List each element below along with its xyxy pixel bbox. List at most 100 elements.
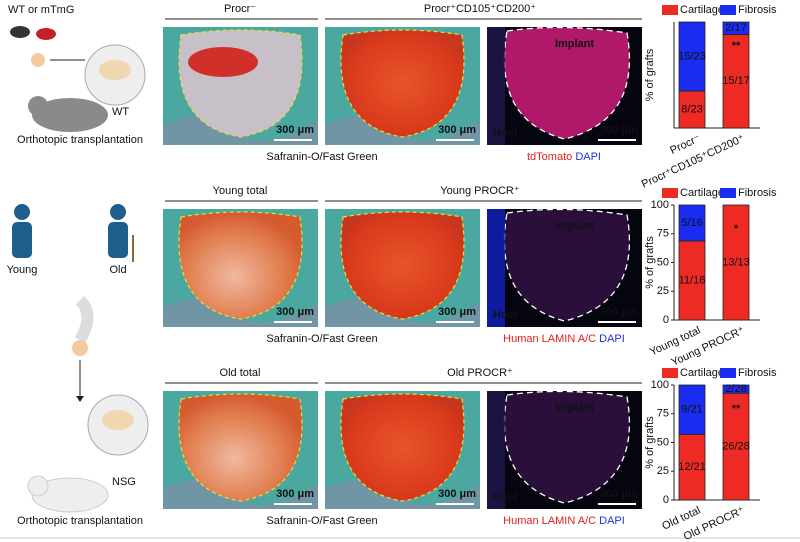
bar-segment — [722, 204, 750, 321]
implant — [178, 211, 303, 320]
fluor-channel: DAPI — [575, 151, 601, 163]
scale-label: 300 μm — [438, 306, 476, 318]
region-label: Host — [493, 309, 518, 321]
illustration-label: WT — [112, 106, 129, 118]
illustration-label: Young — [7, 264, 38, 276]
bar-segment — [722, 392, 750, 501]
region-label: Implant — [555, 38, 594, 50]
value-label: 15/23 — [678, 50, 706, 62]
region-label: Implant — [555, 220, 594, 232]
y-axis-label: % of grafts — [644, 48, 656, 101]
region-label: Host — [493, 127, 518, 139]
micrograph: 300 μm — [325, 209, 480, 327]
value-label: 13/13 — [722, 256, 750, 268]
illustration-people — [12, 204, 149, 513]
illustration-label: Old — [109, 264, 126, 276]
legend-label: Cartilage — [680, 367, 724, 379]
legend-swatch — [662, 188, 678, 198]
tissue — [163, 480, 318, 509]
scale-label: 300 μm — [600, 124, 638, 136]
tissue — [163, 298, 318, 327]
value-label: 9/21 — [681, 404, 702, 416]
fluor-channel: DAPI — [599, 333, 625, 345]
group-header: Old PROCR⁺ — [447, 367, 513, 379]
micrograph: 300 μm — [325, 391, 480, 509]
illustration-label: NSG — [112, 476, 136, 488]
value-label: 15/17 — [722, 75, 750, 87]
stain-caption: Safranin-O/Fast Green — [266, 515, 377, 527]
bar-segment — [678, 240, 706, 321]
y-tick-label: 0 — [663, 494, 669, 506]
legend-label: Cartilage — [680, 4, 724, 16]
scale-label: 300 μm — [276, 488, 314, 500]
bar-segment — [678, 433, 706, 501]
tissue — [163, 116, 318, 145]
fluor-channel: DAPI — [599, 515, 625, 527]
fluor-caption: Human LAMIN A/C DAPI — [503, 333, 625, 345]
micrograph: 300 μm — [163, 27, 318, 145]
value-label: 2/28 — [725, 383, 746, 395]
y-tick-label: 75 — [657, 228, 669, 240]
value-label: 11/16 — [679, 274, 706, 286]
scale-label: 300 μm — [438, 124, 476, 136]
bar-segment — [678, 90, 706, 129]
legend-label: Fibrosis — [738, 187, 777, 199]
illustration-mice — [10, 26, 146, 132]
implant — [340, 29, 465, 138]
value-label: 5/16 — [681, 217, 702, 229]
illustration-label: WT or mTmG — [8, 4, 74, 16]
stain-caption: Safranin-O/Fast Green — [266, 151, 377, 163]
bar-segment — [722, 21, 750, 35]
tissue — [325, 116, 480, 145]
implant — [503, 208, 631, 322]
illustration-label: Orthotopic transplantation — [17, 134, 143, 146]
y-tick-label: 25 — [657, 285, 669, 297]
significance: ** — [732, 40, 741, 52]
region-label: Implant — [555, 402, 594, 414]
tissue — [325, 298, 480, 327]
fluor-channel: tdTomato — [527, 151, 572, 163]
legend-label: Fibrosis — [738, 4, 777, 16]
legend-swatch — [662, 5, 678, 15]
micrograph: 300 μm — [325, 27, 480, 145]
legend-swatch — [720, 368, 736, 378]
y-axis-label: % of grafts — [644, 416, 656, 469]
value-label: 2/17 — [725, 22, 746, 34]
implant — [340, 211, 465, 320]
fluor-caption: tdTomato DAPI — [527, 151, 601, 163]
y-tick-label: 50 — [657, 436, 669, 448]
group-header: Procr⁺CD105⁺CD200⁺ — [424, 3, 536, 15]
micrograph: Implant Host 300 μm — [487, 208, 642, 327]
host-tissue — [487, 391, 505, 509]
y-tick-label: 0 — [663, 314, 669, 326]
significance: ** — [732, 403, 741, 415]
group-header: Young PROCR⁺ — [440, 185, 520, 197]
host-tissue — [487, 209, 505, 327]
legend-swatch — [720, 188, 736, 198]
implant — [503, 26, 631, 140]
implant — [178, 393, 303, 502]
fluor-channel: Human LAMIN A/C — [503, 333, 596, 345]
group-header: Old total — [220, 367, 261, 379]
y-tick-label: 50 — [657, 256, 669, 268]
legend-swatch — [662, 368, 678, 378]
bar-segment — [678, 204, 706, 242]
y-axis-label: % of grafts — [644, 236, 656, 289]
value-label: 8/23 — [681, 103, 702, 115]
y-tick-label: 100 — [651, 199, 669, 211]
y-tick-label: 25 — [657, 465, 669, 477]
tissue — [325, 480, 480, 509]
bar-segment — [722, 384, 750, 394]
value-label: 26/28 — [722, 441, 750, 453]
micrograph: 300 μm — [163, 209, 318, 327]
scale-label: 300 μm — [438, 488, 476, 500]
stain — [188, 47, 258, 77]
legend-label: Fibrosis — [738, 367, 777, 379]
bar-segment — [722, 34, 750, 129]
bar-segment — [678, 21, 706, 92]
significance: * — [734, 223, 739, 235]
fluor-channel: Human LAMIN A/C — [503, 515, 596, 527]
implant — [340, 393, 465, 502]
scale-label: 300 μm — [600, 488, 638, 500]
